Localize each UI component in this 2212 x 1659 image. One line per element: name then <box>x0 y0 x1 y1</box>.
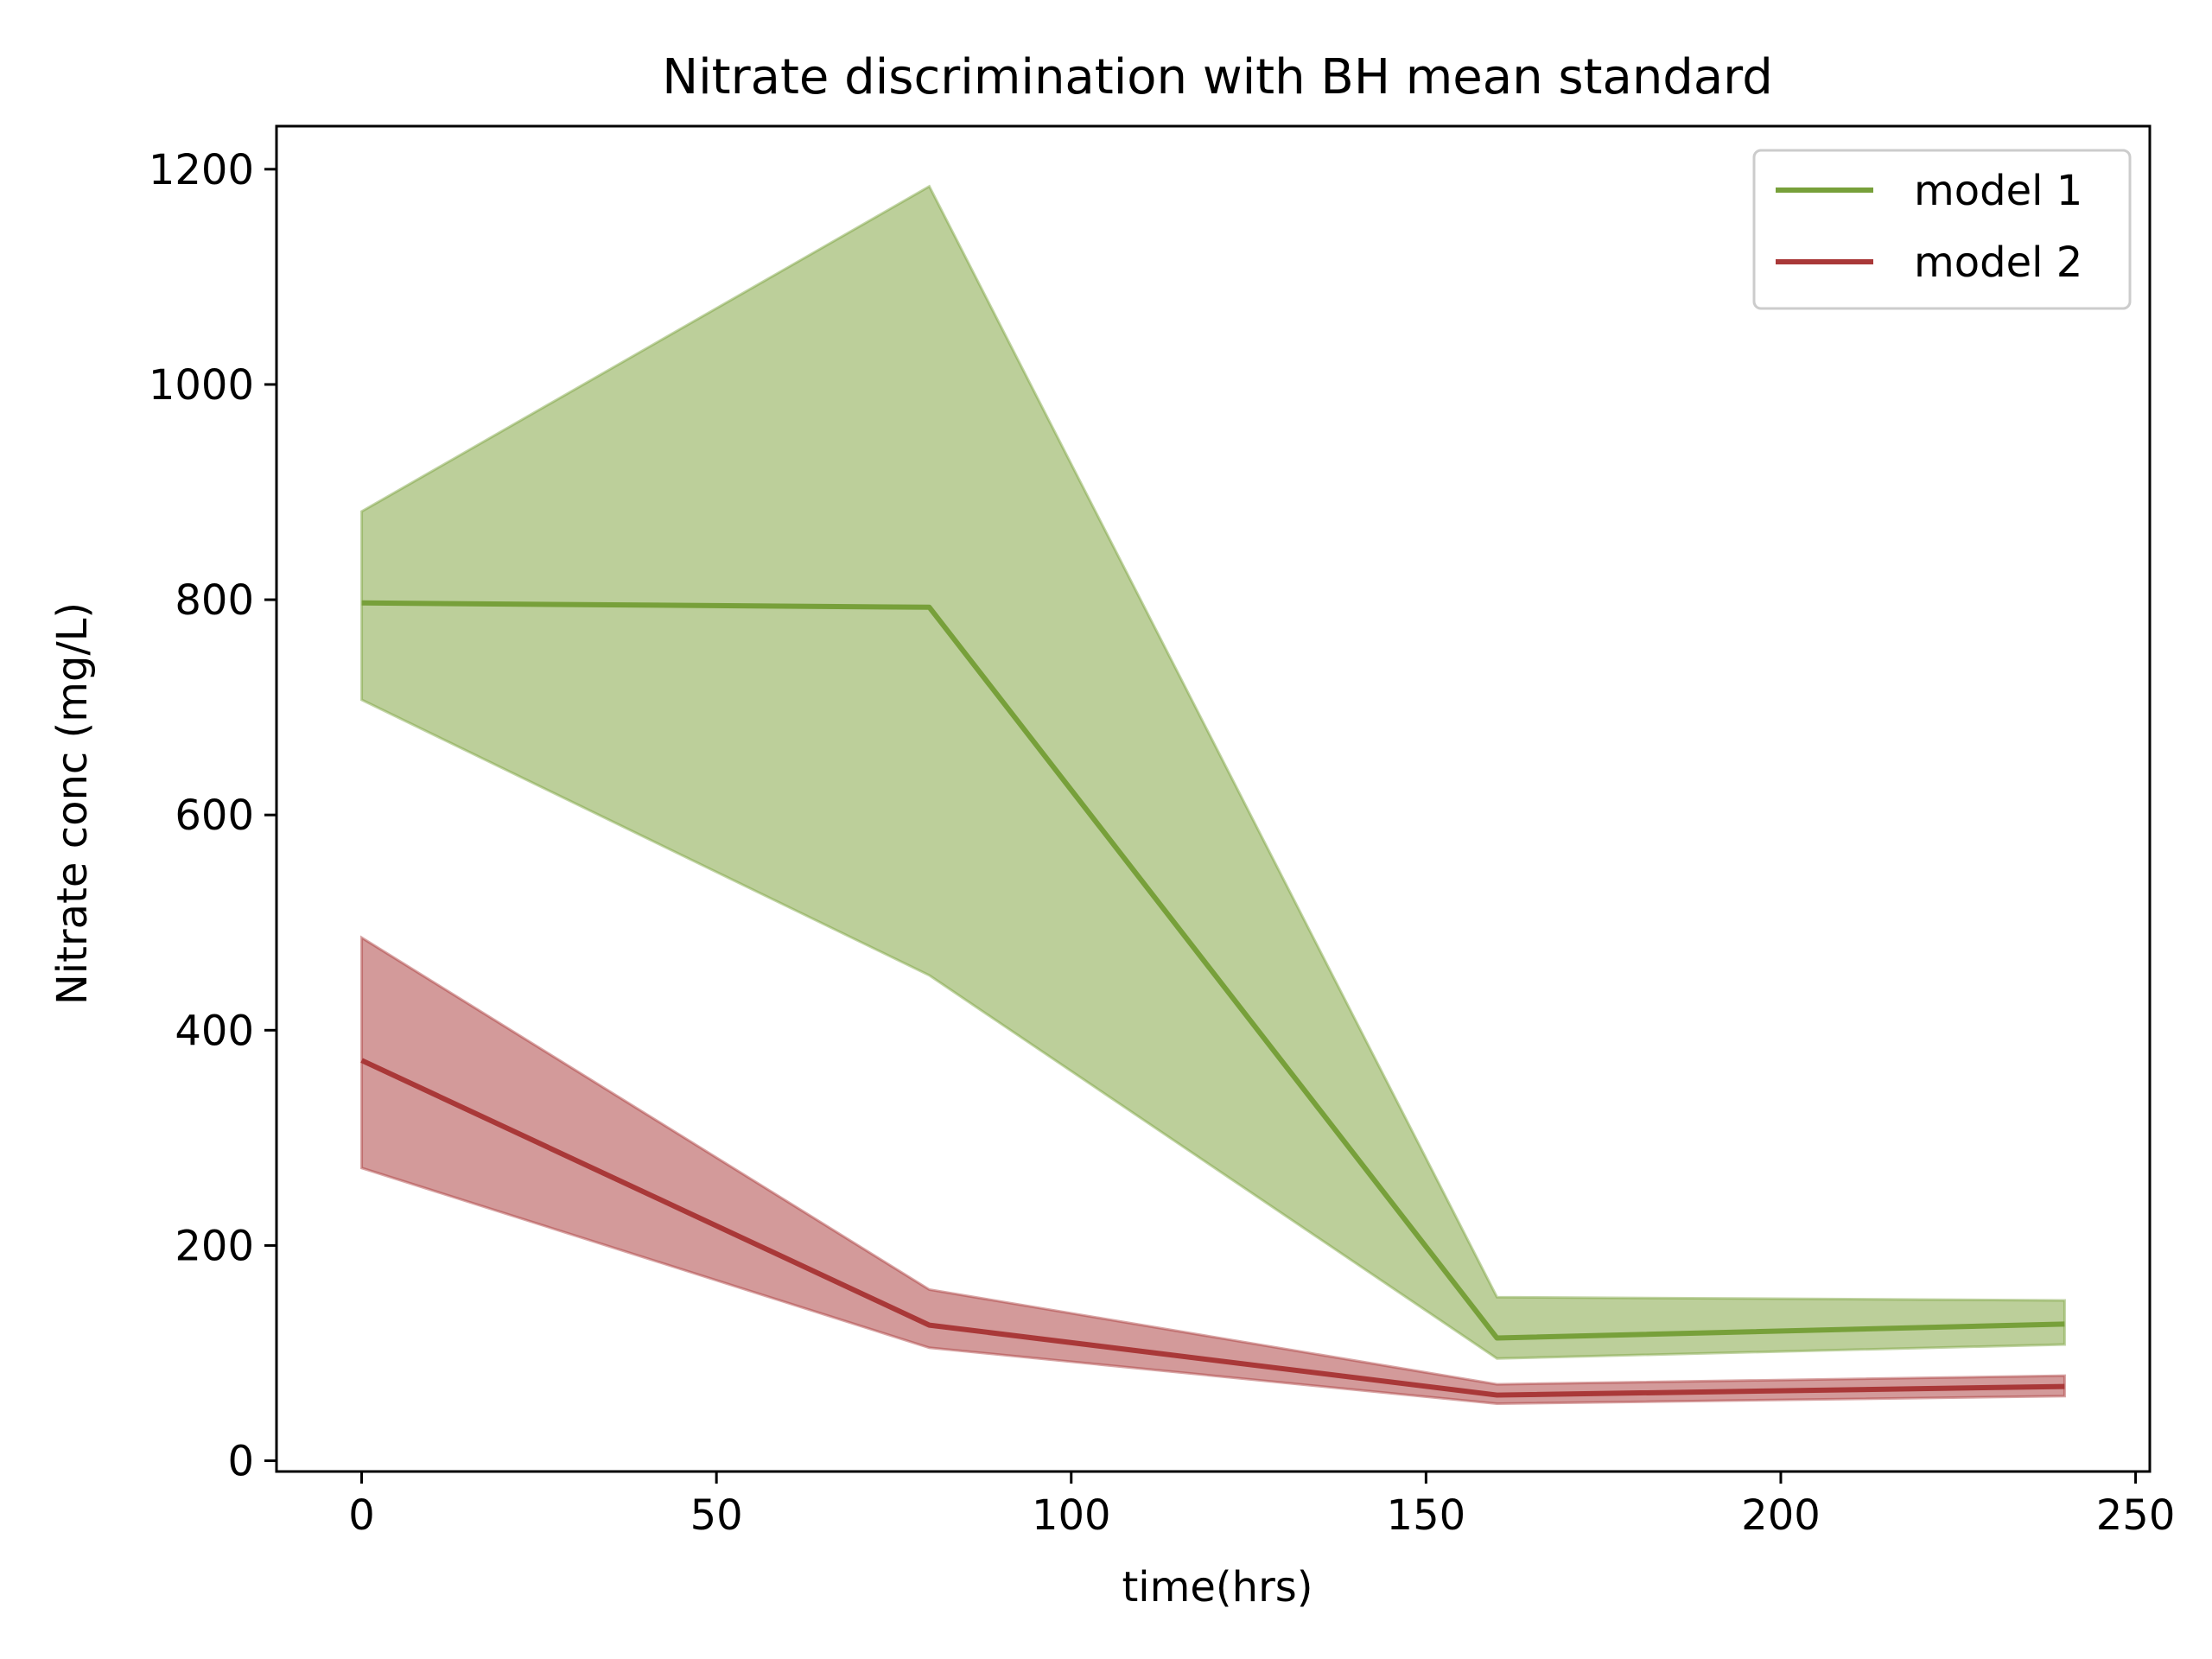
line-series-2 <box>360 1058 2065 1398</box>
y-tick-label: 600 <box>175 791 254 840</box>
x-axis: 0 50 100 150 200 250 <box>348 1471 2175 1540</box>
line-series-1 <box>361 600 2065 1341</box>
legend-label-series-2: model 2 <box>1914 238 2082 287</box>
y-tick-label: 0 <box>227 1438 254 1486</box>
plot-frame <box>275 124 2152 1473</box>
y-tick-label: 1000 <box>149 361 254 410</box>
band-series-1 <box>360 184 2066 1360</box>
y-tick-label: 1200 <box>149 146 254 194</box>
x-tick-label: 250 <box>2096 1491 2176 1540</box>
band-series-2 <box>360 935 2066 1406</box>
y-tick-label: 400 <box>175 1007 254 1055</box>
y-tick-label: 800 <box>175 576 254 625</box>
x-axis-label: time(hrs) <box>1122 1563 1313 1611</box>
y-axis: 0 200 400 600 800 1000 1200 <box>149 146 276 1486</box>
legend: model 1 model 2 <box>1752 149 2132 310</box>
y-tick-label: 200 <box>175 1222 254 1270</box>
chart-title: Nitrate discrimination with BH mean stan… <box>662 49 1773 105</box>
x-tick-label: 50 <box>690 1491 743 1540</box>
plot-area <box>360 184 2066 1406</box>
legend-label-series-1: model 1 <box>1914 167 2082 215</box>
y-axis-label: Nitrate conc (mg/L) <box>48 602 97 1005</box>
x-tick-label: 100 <box>1032 1491 1111 1540</box>
x-tick-label: 150 <box>1387 1491 1466 1540</box>
x-tick-label: 200 <box>1741 1491 1821 1540</box>
x-tick-label: 0 <box>348 1491 375 1540</box>
